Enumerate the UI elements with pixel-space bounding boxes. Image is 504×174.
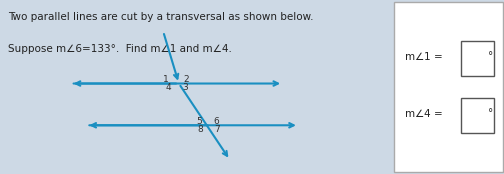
FancyBboxPatch shape — [394, 2, 503, 172]
Text: 6: 6 — [214, 117, 219, 126]
FancyBboxPatch shape — [461, 41, 494, 76]
Text: 3: 3 — [182, 83, 188, 92]
Text: °: ° — [488, 108, 494, 118]
Text: 7: 7 — [214, 125, 219, 134]
Text: 2: 2 — [183, 75, 189, 84]
Text: m$\angle$4 =: m$\angle$4 = — [404, 107, 444, 119]
Text: Two parallel lines are cut by a transversal as shown below.: Two parallel lines are cut by a transver… — [8, 12, 313, 22]
Text: 4: 4 — [166, 83, 172, 92]
Text: °: ° — [488, 51, 494, 61]
FancyBboxPatch shape — [461, 98, 494, 133]
Text: m$\angle$1 =: m$\angle$1 = — [404, 50, 444, 62]
Text: 1: 1 — [163, 75, 169, 84]
Text: Suppose m∠6=133°.  Find m∠1 and m∠4.: Suppose m∠6=133°. Find m∠1 and m∠4. — [8, 44, 232, 53]
Text: 8: 8 — [198, 125, 203, 134]
Text: 5: 5 — [196, 117, 202, 126]
